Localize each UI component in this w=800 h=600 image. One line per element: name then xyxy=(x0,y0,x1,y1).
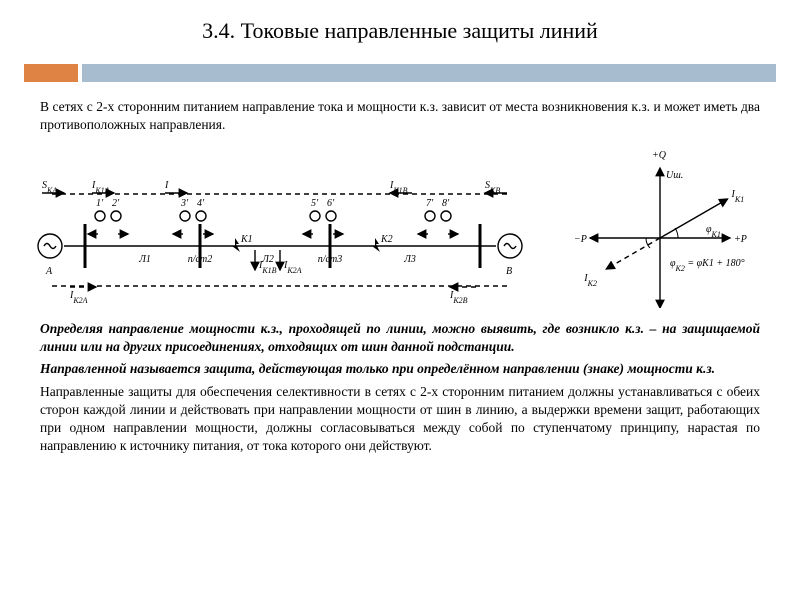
slide-title: 3.4. Токовые направленные защиты линий xyxy=(0,18,800,44)
intro-text: В сетях с 2-х сторонним питанием направл… xyxy=(40,98,760,134)
svg-text:+P: +P xyxy=(734,234,747,245)
svg-text:IK2A: IK2A xyxy=(283,260,302,275)
svg-text:3′: 3′ xyxy=(180,198,189,209)
svg-text:K1: K1 xyxy=(240,234,253,245)
svg-text:IK2: IK2 xyxy=(583,273,597,288)
svg-text:IK1: IK1 xyxy=(731,189,745,204)
svg-text:+Q: +Q xyxy=(652,150,667,161)
svg-text:2′: 2′ xyxy=(112,198,120,209)
svg-text:φK1: φK1 xyxy=(706,224,721,239)
body-text: Определяя направление мощности к.з., про… xyxy=(40,320,760,460)
svg-text:−P: −P xyxy=(574,234,587,245)
svg-text:A: A xyxy=(45,266,53,277)
svg-text:Л3: Л3 xyxy=(403,254,416,265)
svg-text:Uш.: Uш. xyxy=(666,170,683,181)
svg-text:I: I xyxy=(164,180,169,191)
svg-text:5′: 5′ xyxy=(311,198,319,209)
schematic-diagram: ABЛ1п/ст2Л2п/ст3Л31′2′3′4′5′6′7′8′K1K2SK… xyxy=(30,148,770,308)
svg-text:Л1: Л1 xyxy=(138,254,151,265)
para-2: Направленной называется защита, действую… xyxy=(40,360,760,378)
para-1: Определяя направление мощности к.з., про… xyxy=(40,320,760,356)
svg-text:4′: 4′ xyxy=(197,198,205,209)
svg-text:K2: K2 xyxy=(380,234,393,245)
header-bar xyxy=(82,64,776,82)
svg-text:IK2B: IK2B xyxy=(449,290,468,305)
svg-text:п/ст3: п/ст3 xyxy=(318,254,342,265)
para-3: Направленные защиты для обеспечения селе… xyxy=(40,383,760,456)
svg-text:7′: 7′ xyxy=(426,198,434,209)
svg-text:6′: 6′ xyxy=(327,198,335,209)
svg-text:φK2 = φK1 + 180°: φK2 = φK1 + 180° xyxy=(670,258,745,273)
svg-text:1′: 1′ xyxy=(96,198,104,209)
svg-text:8′: 8′ xyxy=(442,198,450,209)
svg-text:B: B xyxy=(506,266,512,277)
accent-bar xyxy=(24,64,78,82)
svg-text:IK2A: IK2A xyxy=(69,290,88,305)
svg-text:Л2: Л2 xyxy=(261,254,274,265)
svg-text:п/ст2: п/ст2 xyxy=(188,254,212,265)
